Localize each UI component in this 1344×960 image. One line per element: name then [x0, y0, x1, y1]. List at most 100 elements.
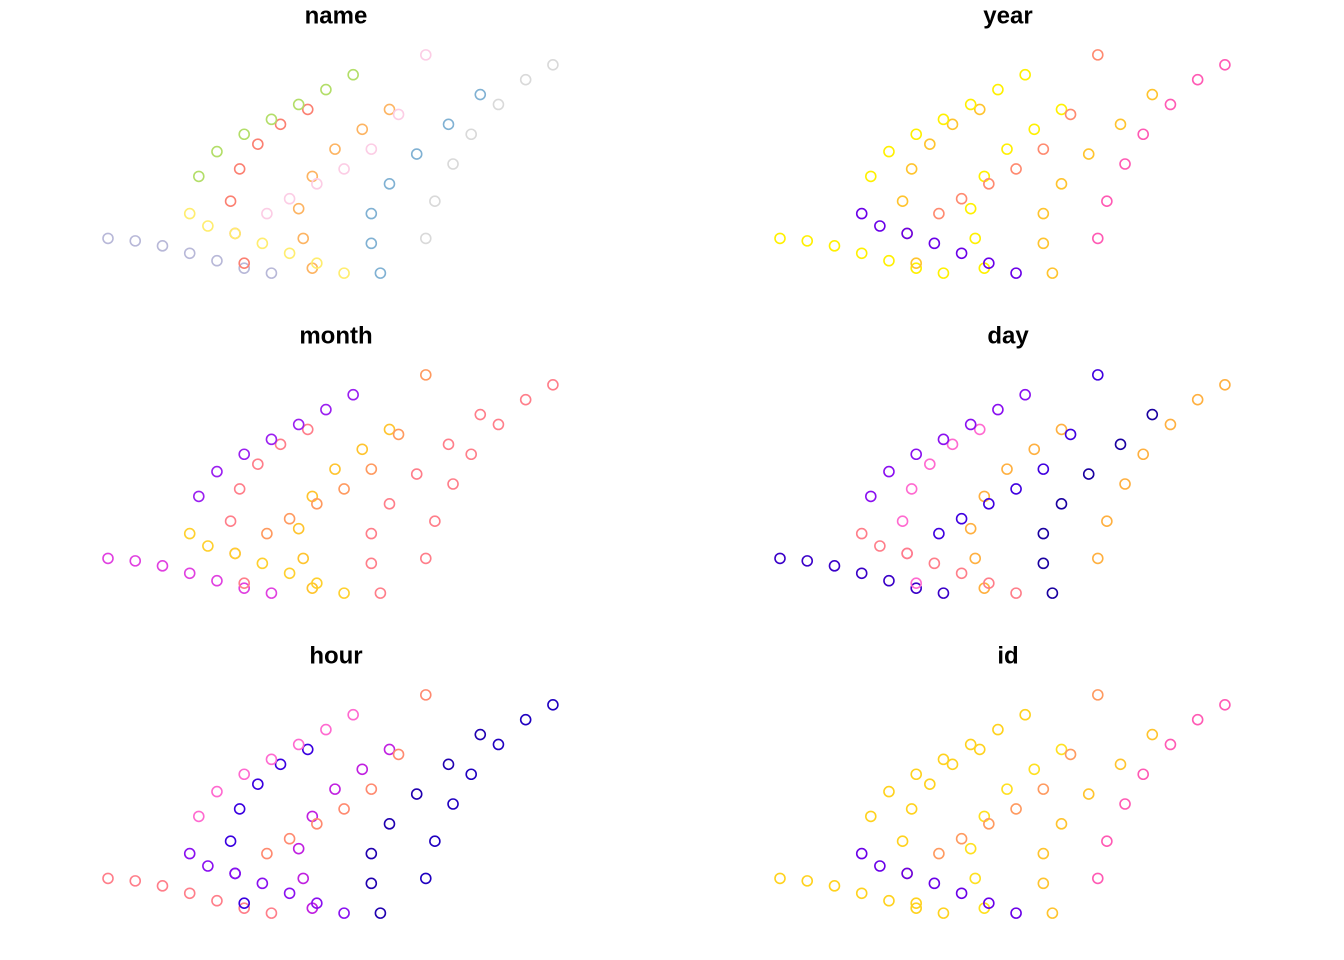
point — [374, 907, 387, 919]
point — [1082, 148, 1095, 160]
point — [252, 778, 264, 790]
point — [1092, 689, 1104, 701]
point — [338, 907, 350, 919]
point — [910, 448, 923, 461]
point — [1064, 428, 1077, 441]
point — [311, 577, 323, 590]
point — [297, 872, 310, 885]
point — [211, 465, 223, 478]
point — [311, 897, 323, 910]
point — [933, 847, 945, 860]
point — [883, 574, 895, 587]
point — [306, 810, 319, 823]
point — [442, 118, 455, 131]
point — [801, 235, 814, 247]
point — [1028, 123, 1041, 136]
point — [311, 178, 323, 190]
point — [429, 515, 441, 528]
point — [955, 512, 968, 525]
point — [983, 897, 995, 910]
point — [265, 113, 278, 126]
panel-title: id — [997, 642, 1018, 669]
panel-title: month — [299, 322, 372, 349]
point — [306, 490, 319, 503]
point — [392, 108, 405, 121]
point — [973, 743, 986, 756]
point — [983, 498, 995, 510]
point — [937, 267, 950, 279]
point — [202, 220, 214, 232]
point — [1028, 763, 1041, 776]
point — [492, 418, 505, 431]
point — [211, 254, 223, 267]
point — [928, 237, 941, 250]
point — [1164, 738, 1177, 751]
point — [924, 458, 936, 470]
point — [383, 103, 396, 116]
point — [329, 783, 341, 795]
point — [283, 512, 296, 525]
point — [329, 143, 341, 155]
point — [910, 262, 923, 274]
point — [1010, 483, 1022, 495]
point — [193, 490, 205, 503]
point — [946, 118, 959, 131]
point — [1055, 178, 1068, 190]
point — [910, 128, 923, 141]
point — [301, 103, 314, 116]
point — [410, 468, 423, 480]
point — [1001, 143, 1013, 155]
point — [365, 527, 378, 540]
point — [978, 170, 991, 183]
point — [211, 894, 223, 907]
point — [410, 148, 423, 160]
panel-title: name — [305, 2, 368, 29]
point — [905, 483, 918, 495]
point — [519, 713, 532, 726]
point — [338, 483, 350, 495]
point — [928, 557, 941, 570]
point — [442, 758, 455, 771]
point — [519, 73, 532, 86]
point — [992, 83, 1004, 96]
point — [1055, 103, 1068, 116]
point — [864, 810, 877, 823]
point — [1001, 783, 1013, 795]
point — [274, 438, 287, 451]
point — [338, 587, 350, 599]
point — [338, 163, 350, 175]
point — [492, 738, 505, 751]
point — [1064, 108, 1077, 121]
point — [183, 567, 196, 580]
point — [964, 522, 977, 535]
point — [465, 768, 478, 781]
point — [365, 877, 378, 890]
point — [129, 875, 142, 887]
panel-title: hour — [309, 642, 362, 669]
point — [229, 227, 241, 240]
point — [256, 557, 269, 570]
point — [933, 207, 945, 220]
point — [905, 163, 918, 175]
point — [547, 378, 559, 391]
point — [1055, 423, 1068, 436]
point — [1037, 527, 1050, 540]
point — [855, 527, 868, 540]
point — [1019, 388, 1031, 401]
point — [964, 418, 977, 431]
point — [1114, 118, 1127, 131]
point — [1046, 907, 1059, 919]
point — [964, 738, 977, 751]
point — [224, 835, 237, 848]
point — [883, 465, 895, 478]
point — [329, 463, 341, 475]
point — [547, 59, 559, 71]
point — [983, 178, 995, 190]
point — [901, 867, 913, 880]
point — [365, 207, 378, 220]
point — [261, 207, 273, 220]
point — [193, 810, 205, 823]
point — [983, 818, 995, 830]
point — [1092, 369, 1104, 381]
point — [1092, 872, 1104, 885]
